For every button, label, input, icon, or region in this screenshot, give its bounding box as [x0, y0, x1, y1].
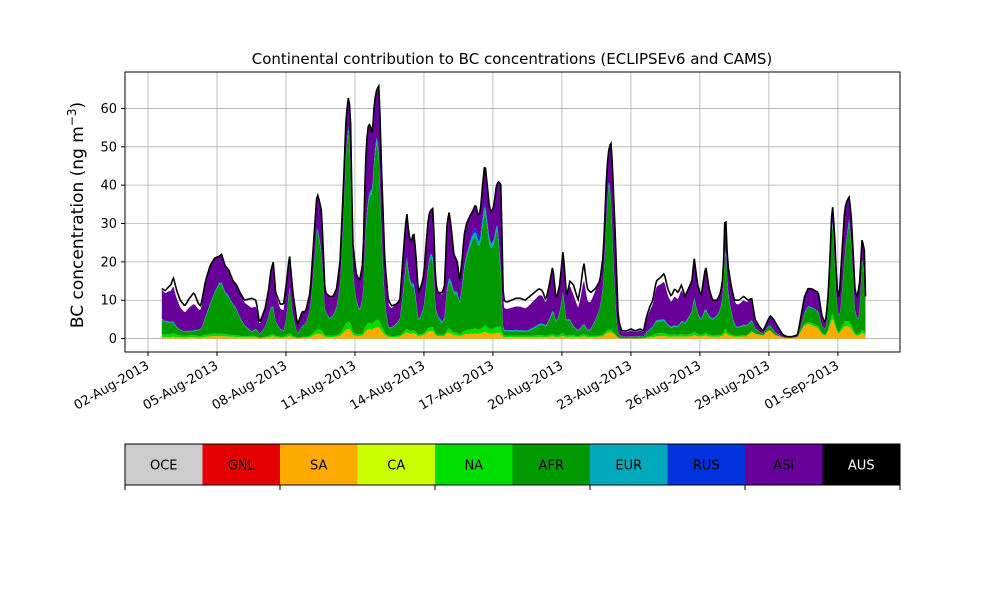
legend-swatch-eur: [590, 444, 668, 485]
legend-label-na: NA: [464, 459, 483, 474]
y-axis-label-close: ): [68, 102, 88, 109]
legend-frame: [124, 443, 901, 486]
legend-label-rus: RUS: [693, 459, 720, 474]
x-tick-label: 11-Aug-2013: [279, 358, 359, 413]
legend-swatch-rus: [667, 444, 745, 485]
x-tick-label: 20-Aug-2013: [486, 358, 566, 413]
y-tick-label: 60: [100, 102, 117, 117]
chart-title: Continental contribution to BC concentra…: [252, 50, 773, 68]
legend-swatch-gnl: [202, 444, 280, 485]
x-tick-label: 29-Aug-2013: [693, 358, 773, 413]
y-tick-label: 0: [109, 332, 117, 347]
legend-label-sa: SA: [310, 459, 327, 474]
x-tick-label: 14-Aug-2013: [348, 358, 428, 413]
y-tick-label: 10: [100, 294, 117, 309]
legend-swatch-afr: [512, 444, 590, 485]
legend-swatch-asi: [745, 444, 823, 485]
y-axis-label: BC concentration (ng m−3): [65, 102, 88, 328]
legend-swatch-sa: [280, 444, 358, 485]
legend-colorbar: OCE GNL SA CA NA AFR EUR RUS ASI AUS: [124, 443, 901, 490]
legend-label-afr: AFR: [539, 459, 564, 474]
y-axis-label-main: BC concentration (ng m: [68, 126, 88, 328]
legend-label-eur: EUR: [615, 459, 642, 474]
x-tick-label: 05-Aug-2013: [141, 358, 221, 413]
legend-swatch-na: [435, 444, 513, 485]
x-tick-label: 23-Aug-2013: [555, 358, 635, 413]
legend-swatch-oce: [125, 444, 203, 485]
legend-swatch-ca: [357, 444, 435, 485]
legend-label-asi: ASI: [773, 459, 794, 474]
legend-label-oce: OCE: [150, 459, 178, 474]
x-tick-label: 02-Aug-2013: [72, 358, 152, 413]
area-afr: [161, 131, 866, 339]
y-tick-label: 30: [100, 217, 117, 232]
legend-label-gnl: GNL: [228, 459, 256, 474]
legend-swatch-aus: [822, 444, 900, 485]
x-tick-label: 08-Aug-2013: [210, 358, 290, 413]
x-tick-label: 26-Aug-2013: [624, 358, 704, 413]
x-tick-label: 01-Sep-2013: [762, 358, 842, 413]
legend-label-aus: AUS: [848, 459, 875, 474]
x-tick-label: 17-Aug-2013: [417, 358, 497, 413]
y-axis-label-sup: −3: [65, 108, 79, 126]
y-tick-label: 50: [100, 140, 117, 155]
area-outline-aus: [161, 83, 867, 338]
area-na: [161, 313, 866, 339]
y-tick-label: 40: [100, 179, 117, 194]
stacked-areas: [161, 83, 867, 339]
y-tick-label: 20: [100, 255, 117, 270]
legend-label-ca: CA: [387, 459, 405, 474]
plot-frame: [124, 71, 901, 353]
